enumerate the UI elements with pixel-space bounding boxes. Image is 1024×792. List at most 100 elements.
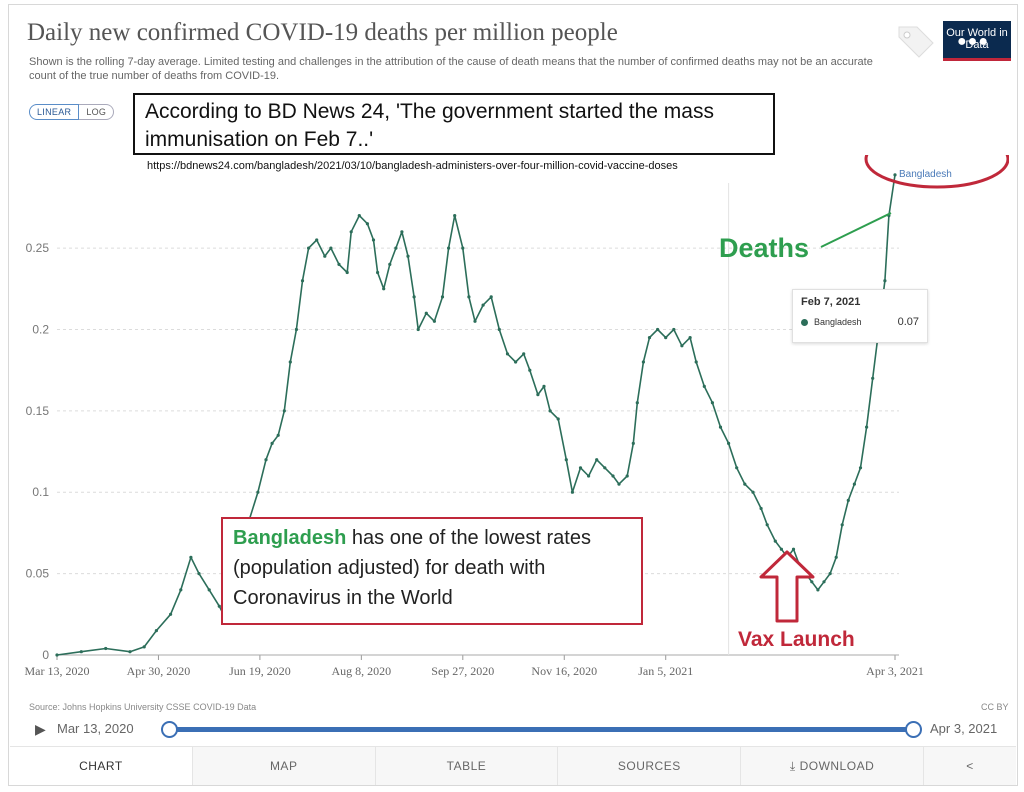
data-point: [710, 401, 715, 405]
data-point: [514, 360, 518, 364]
tab-sources[interactable]: SOURCES: [558, 747, 742, 785]
tooltip-value: 0.07: [897, 316, 919, 328]
data-point: [270, 441, 274, 445]
data-point: [453, 214, 457, 218]
data-point: [142, 645, 146, 649]
log-scale-button[interactable]: LOG: [79, 104, 115, 120]
data-point: [440, 295, 445, 299]
owid-logo[interactable]: Our World in Data: [943, 21, 1011, 61]
data-point: [542, 384, 546, 388]
data-point: [816, 588, 820, 592]
y-tick-label: 0: [42, 648, 49, 662]
data-point: [189, 555, 193, 559]
data-point: [467, 295, 471, 299]
x-tick-label: Sep 27, 2020: [431, 664, 494, 678]
data-point: [128, 650, 132, 654]
x-tick-label: Mar 13, 2020: [25, 664, 90, 678]
data-point: [865, 425, 869, 429]
data-point: [217, 604, 221, 608]
data-point: [672, 327, 676, 332]
y-tick-label: 0.2: [32, 322, 49, 336]
data-point: [647, 336, 652, 340]
timeline-end-handle[interactable]: [905, 721, 922, 738]
tab-download-label: DOWNLOAD: [799, 759, 875, 773]
data-point: [548, 409, 552, 413]
data-point: [528, 368, 532, 372]
tab-chart[interactable]: CHART: [10, 747, 193, 785]
series-end-label: Bangladesh: [899, 169, 952, 180]
data-point: [570, 490, 575, 494]
download-icon: ⤓: [789, 759, 800, 773]
data-source[interactable]: Source: Johns Hopkins University CSSE CO…: [29, 702, 257, 712]
data-point: [497, 327, 501, 332]
data-point: [505, 352, 510, 356]
data-point: [871, 376, 875, 380]
y-tick-label: 0.25: [26, 241, 50, 255]
data-point: [473, 319, 477, 323]
data-point: [735, 466, 739, 470]
data-point: [564, 458, 568, 462]
data-point: [822, 580, 826, 584]
data-point: [694, 360, 698, 364]
tab-download[interactable]: ⤓ DOWNLOAD: [741, 747, 924, 785]
x-tick-label: Jan 5, 2021: [638, 664, 693, 678]
data-point: [791, 547, 796, 551]
data-point: [169, 612, 173, 616]
data-point: [779, 547, 784, 551]
tooltip-date: Feb 7, 2021: [801, 296, 861, 308]
data-point: [207, 588, 211, 592]
data-point: [578, 466, 583, 470]
data-point: [595, 458, 599, 462]
tab-map[interactable]: MAP: [193, 747, 376, 785]
x-tick-label: Apr 3, 2021: [866, 664, 924, 678]
data-point: [264, 458, 268, 462]
data-point: [337, 262, 341, 266]
line-chart: 0 0.05 0.1 0.15 0.2 0.25 Mar 13, 2020 Apr 30, 2…: [25, 155, 1009, 678]
data-point: [416, 327, 420, 332]
data-point: [461, 246, 465, 250]
x-tick-label: Aug 8, 2020: [332, 664, 392, 678]
series-color-dot: [801, 318, 808, 326]
data-point: [556, 417, 560, 421]
timeline-start-handle[interactable]: [161, 721, 178, 738]
tag-icon: [893, 21, 937, 66]
data-point: [197, 572, 201, 576]
data-point: [179, 588, 183, 592]
chart-subtitle: Shown is the rolling 7-day average. Limi…: [29, 56, 873, 82]
timeline-track[interactable]: [169, 727, 911, 732]
data-point: [765, 523, 769, 527]
data-point: [329, 246, 333, 250]
data-point: [611, 474, 615, 478]
data-point: [751, 490, 755, 494]
data-point: [394, 246, 398, 250]
timeline-start-label: Mar 13, 2020: [57, 721, 134, 736]
tab-table[interactable]: TABLE: [376, 747, 559, 785]
data-point: [834, 555, 838, 559]
data-point: [371, 238, 376, 242]
data-point: [641, 360, 646, 364]
more-options-icon[interactable]: ●●●: [957, 33, 989, 50]
data-point: [617, 482, 621, 486]
data-point: [349, 230, 353, 234]
data-point: [300, 279, 305, 283]
data-point: [773, 539, 777, 543]
share-icon[interactable]: <: [966, 759, 974, 773]
tooltip-series: Bangladesh: [814, 317, 862, 327]
data-point: [357, 214, 361, 218]
data-point: [55, 653, 59, 657]
vax-launch-annotation: Vax Launch: [738, 628, 855, 651]
data-point: [388, 262, 392, 266]
data-point: [432, 319, 436, 323]
data-point: [522, 352, 526, 356]
data-point: [424, 311, 428, 315]
note-annotation: Bangladesh has one of the lowest rates (…: [221, 517, 643, 625]
play-icon[interactable]: ▶: [35, 721, 46, 737]
data-point: [828, 572, 832, 576]
license-label[interactable]: CC BY: [981, 702, 1009, 712]
linear-scale-button[interactable]: LINEAR: [29, 104, 80, 120]
data-point: [489, 295, 493, 299]
data-point: [288, 360, 292, 364]
data-point: [481, 303, 485, 307]
data-point: [852, 482, 857, 486]
data-point: [840, 523, 844, 527]
